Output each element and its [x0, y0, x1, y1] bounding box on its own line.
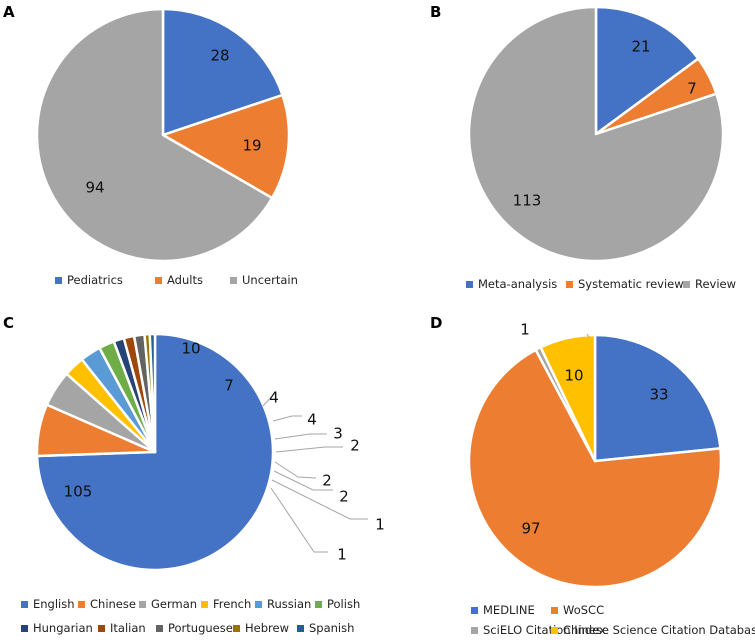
pie-slice-a-uncertain	[35, 7, 274, 263]
pie-slice-d-chinese-science-citation-database	[539, 333, 597, 463]
panel-letter-b: B	[430, 3, 441, 21]
legend-swatch-c-german	[139, 601, 146, 608]
legend-swatch-a-pediatrics	[55, 277, 62, 284]
slice-value-label-a-uncertain: 94	[85, 179, 104, 197]
legend-swatch-d-medline	[471, 607, 478, 614]
slice-value-label-c-french: 4	[269, 389, 279, 407]
legend-label-b-systematic-review: Systematic review	[578, 277, 684, 291]
slice-value-label-b-review: 113	[513, 192, 542, 210]
legend-swatch-c-spanish	[297, 625, 304, 632]
legend-swatch-b-systematic-review	[566, 281, 573, 288]
leader-line-c-hebrew	[271, 479, 368, 520]
pie-slice-d-woscc	[467, 348, 723, 589]
legend-label-c-german: German	[151, 597, 197, 611]
legend-swatch-d-chinese-science-citation-database	[551, 627, 558, 634]
chart-panel-b: B 21 7 113 Meta-analysis Systematic review Rev…	[430, 3, 736, 291]
slice-value-label-c-portuguese: 2	[339, 488, 349, 506]
leader-line-c-polish	[274, 433, 327, 440]
pie-slice-b-meta-analysis	[594, 5, 700, 136]
pie-slice-d-medline	[593, 333, 722, 463]
panel-letter-d: D	[430, 314, 442, 332]
pie-slice-a-pediatrics	[161, 7, 284, 137]
legend-label-c-english: English	[33, 597, 75, 611]
legend-label-d-scielo-citation-index: SciELO Citation Index	[483, 623, 606, 637]
legend-label-c-spanish: Spanish	[309, 621, 354, 635]
pie-slice-c-spanish	[148, 332, 157, 454]
legend-swatch-c-english	[21, 601, 28, 608]
slice-value-label-c-hungarian: 2	[350, 437, 360, 455]
legend-swatch-c-polish	[315, 601, 322, 608]
pie-slice-b-review	[467, 5, 725, 263]
slice-value-label-b-systematic-review: 7	[687, 80, 697, 98]
legend-swatch-c-italian	[98, 625, 105, 632]
legend-label-a-pediatrics: Pediatrics	[67, 273, 123, 287]
legend-label-d-medline: MEDLINE	[483, 603, 535, 617]
slice-value-label-c-russian: 4	[307, 411, 317, 429]
chart-panel-d: D 33 97 1 10 MEDLINE WoSCC SciELO Citation Inde…	[430, 314, 755, 637]
legend-label-d-chinese-science-citation-database: Chinese Science Citation Database	[563, 623, 755, 637]
legend-label-c-hungarian: Hungarian	[33, 621, 93, 635]
leader-line-c-hungarian	[275, 446, 343, 453]
slice-value-label-a-adults: 19	[242, 137, 261, 155]
legend-label-d-woscc: WoSCC	[563, 603, 604, 617]
slice-value-label-d-scielo-citation-index: 1	[520, 321, 530, 339]
slice-value-label-c-hebrew: 1	[375, 516, 385, 534]
legend-swatch-a-adults	[155, 277, 162, 284]
legend-swatch-c-chinese	[78, 601, 85, 608]
slice-value-label-c-german: 7	[224, 377, 234, 395]
legend-swatch-b-review	[683, 281, 690, 288]
slice-value-label-c-spanish: 1	[337, 546, 347, 564]
legend-label-c-chinese: Chinese	[90, 597, 136, 611]
slice-value-label-a-pediatrics: 28	[210, 47, 229, 65]
slice-value-label-d-chinese-science-citation-database: 10	[564, 367, 583, 385]
slice-value-label-c-italian: 2	[322, 472, 332, 490]
pie-slice-c-english	[35, 332, 275, 572]
legend-swatch-c-hungarian	[21, 625, 28, 632]
legend-swatch-a-uncertain	[230, 277, 237, 284]
legend-label-c-russian: Russian	[267, 597, 311, 611]
legend-label-c-hebrew: Hebrew	[245, 621, 289, 635]
legend-swatch-c-french	[201, 601, 208, 608]
legend-label-a-uncertain: Uncertain	[242, 273, 298, 287]
legend-label-c-italian: Italian	[110, 621, 146, 635]
leader-line-d-scielo-citation-index	[586, 333, 590, 338]
legend-swatch-c-hebrew	[233, 625, 240, 632]
leader-line-c-portuguese	[273, 470, 333, 491]
legend-swatch-b-meta-analysis	[466, 281, 473, 288]
slice-value-label-b-meta-analysis: 21	[631, 38, 650, 56]
slice-value-label-c-chinese: 10	[181, 340, 200, 358]
legend-swatch-c-portuguese	[156, 625, 163, 632]
legend-swatch-d-woscc	[551, 607, 558, 614]
legend-label-b-meta-analysis: Meta-analysis	[478, 277, 557, 291]
legend-label-c-portuguese: Portuguese	[168, 621, 233, 635]
legend-swatch-c-russian	[255, 601, 262, 608]
legend-label-c-french: French	[213, 597, 251, 611]
legend-label-a-adults: Adults	[167, 273, 203, 287]
slice-value-label-c-polish: 3	[333, 425, 343, 443]
chart-panel-a: A 28 19 94 Pediatrics Adults Uncertain	[3, 3, 298, 287]
leader-line-c-russian	[272, 415, 302, 422]
slice-value-label-d-medline: 33	[649, 386, 668, 404]
leader-line-c-french	[262, 392, 276, 407]
panel-letter-a: A	[3, 3, 15, 21]
leader-line-c-italian	[274, 461, 317, 479]
panel-letter-c: C	[3, 314, 14, 332]
legend-swatch-d-scielo-citation-index	[471, 627, 478, 634]
legend-label-c-polish: Polish	[327, 597, 360, 611]
slice-value-label-d-woscc: 97	[521, 520, 540, 538]
legend-label-b-review: Review	[695, 277, 736, 291]
pie-slice-a-adults	[161, 93, 291, 200]
leader-line-c-spanish	[270, 487, 328, 553]
slice-value-label-c-english: 105	[64, 483, 93, 501]
